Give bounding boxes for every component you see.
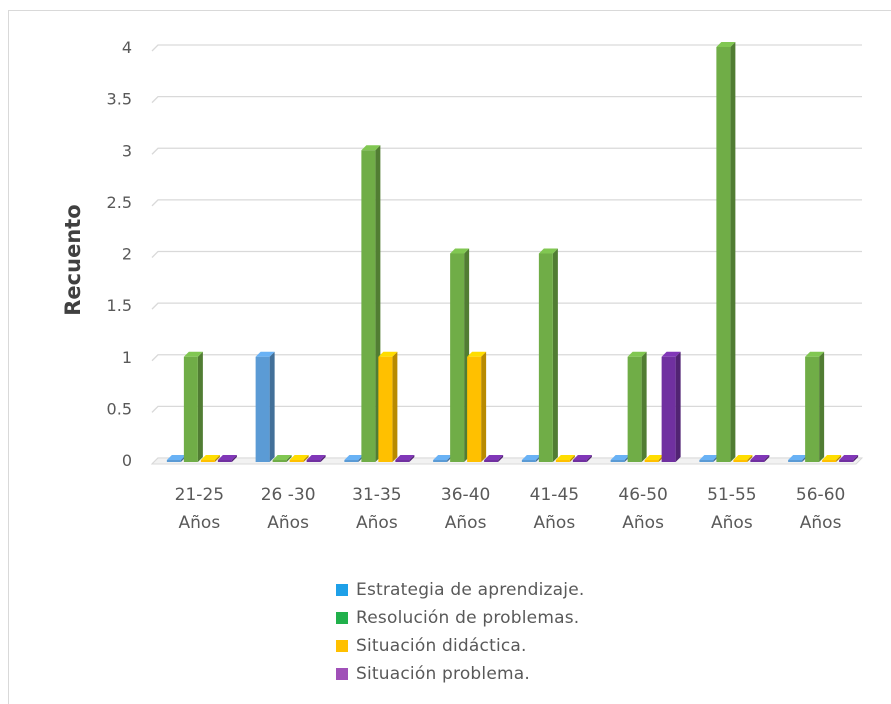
bar	[467, 352, 486, 462]
x-tick-label: 36-40	[441, 485, 490, 505]
x-tick-label: Años	[534, 513, 576, 533]
x-tick-label: 51-55	[707, 485, 756, 505]
y-tick-label: 2.5	[107, 193, 132, 212]
x-tick-label: Años	[622, 513, 664, 533]
x-tick-label: Años	[445, 513, 487, 533]
y-tick-label: 3.5	[107, 90, 132, 109]
legend-item: Situación didáctica.	[336, 632, 584, 660]
legend-label: Situación didáctica.	[356, 636, 527, 656]
y-tick-label: 4	[122, 38, 132, 57]
legend-swatch	[336, 584, 348, 596]
y-tick-label: 1	[122, 348, 132, 367]
x-tick-label: Años	[267, 513, 309, 533]
legend-label: Resolución de problemas.	[356, 608, 579, 628]
gridline	[152, 97, 862, 103]
bar	[361, 145, 380, 462]
bar	[450, 249, 469, 463]
y-axis-label: Recuento	[61, 204, 85, 315]
y-axis-ticks: 0 0.5 1 1.5 2 2.5 3 3.5 4	[107, 38, 132, 470]
bar	[662, 352, 681, 462]
legend-swatch	[336, 640, 348, 652]
legend-item: Estrategia de aprendizaje.	[336, 576, 584, 604]
gridline	[152, 303, 862, 309]
legend: Estrategia de aprendizaje. Resolución de …	[336, 576, 584, 688]
y-tick-label: 0	[122, 451, 132, 470]
x-tick-label: Años	[711, 513, 753, 533]
legend-swatch	[336, 612, 348, 624]
legend-label: Situación problema.	[356, 664, 530, 684]
bar	[716, 42, 735, 462]
y-tick-label: 2	[122, 245, 132, 264]
y-tick-label: 1.5	[107, 296, 132, 315]
bar	[378, 352, 397, 462]
bar	[256, 352, 275, 462]
legend-item: Situación problema.	[336, 660, 584, 688]
x-tick-label: Años	[800, 513, 842, 533]
legend-swatch	[336, 668, 348, 680]
gridline	[152, 252, 862, 258]
x-axis-ticks: 21-25 Años 26 -30 Años 31-35 Años 36-40 Años 41-…	[175, 485, 846, 533]
x-tick-label: Años	[356, 513, 398, 533]
x-tick-label: 31-35	[352, 485, 401, 505]
bar	[628, 352, 647, 462]
gridline	[152, 45, 862, 51]
x-tick-label: 41-45	[530, 485, 579, 505]
x-tick-label: Años	[179, 513, 221, 533]
x-tick-label: 21-25	[175, 485, 224, 505]
gridline	[152, 148, 862, 154]
bar	[805, 352, 824, 462]
bar	[539, 249, 558, 463]
x-tick-label: 26 -30	[261, 485, 316, 505]
x-tick-label: 56-60	[796, 485, 845, 505]
bar	[184, 352, 203, 462]
legend-item: Resolución de problemas.	[336, 604, 584, 632]
y-tick-label: 3	[122, 141, 132, 160]
y-tick-label: 0.5	[107, 399, 132, 418]
legend-label: Estrategia de aprendizaje.	[356, 580, 584, 600]
x-tick-label: 46-50	[618, 485, 667, 505]
gridline	[152, 200, 862, 206]
